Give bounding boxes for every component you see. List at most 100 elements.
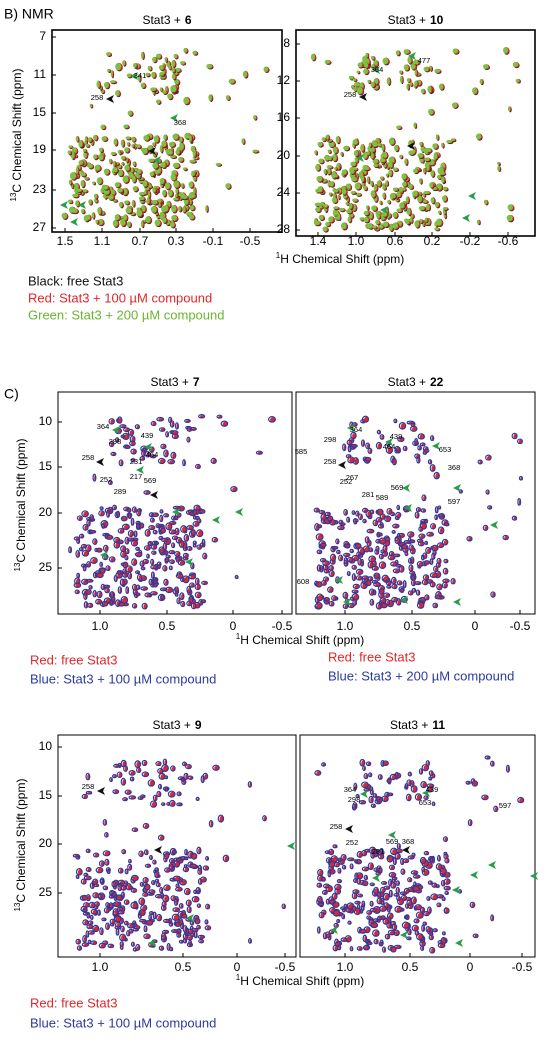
peak — [413, 169, 418, 173]
peak — [81, 180, 85, 187]
peak — [92, 182, 95, 185]
label-text: H Chemical Shift (ppm) — [280, 252, 404, 266]
y-tick-label: 15 — [33, 105, 47, 119]
peak — [106, 52, 111, 56]
peak — [121, 162, 123, 165]
peak — [353, 139, 358, 144]
peak — [162, 217, 166, 223]
y-tick-label: 20 — [39, 836, 53, 850]
y-tick-label: 25 — [39, 560, 53, 574]
residue-label: 252 — [340, 477, 353, 486]
peak — [152, 163, 158, 169]
peak — [400, 76, 402, 83]
peak — [333, 174, 337, 177]
peak — [145, 216, 150, 223]
x-tick-label: 0 — [234, 960, 241, 974]
residue-label: 589 — [376, 493, 389, 502]
panel-title: Stat3 +11 — [390, 718, 445, 732]
peak — [152, 200, 157, 204]
peak — [428, 109, 433, 115]
peak — [406, 84, 408, 90]
panel-title: Stat3 +10 — [388, 13, 444, 27]
peak — [407, 78, 410, 82]
peak — [434, 227, 439, 230]
peak — [476, 133, 481, 139]
peak — [453, 49, 458, 54]
peak — [349, 76, 354, 79]
peak — [404, 159, 407, 165]
residue-label: 477 — [418, 56, 431, 65]
peak — [392, 212, 397, 218]
peak — [123, 125, 128, 129]
residue-label: 569 — [391, 483, 404, 492]
peak — [438, 211, 440, 214]
x-tick-label: 1.4 — [310, 234, 327, 248]
peak — [333, 206, 338, 209]
peak — [160, 87, 162, 91]
residue-label: 217 — [130, 472, 143, 481]
peak — [353, 167, 358, 170]
peak — [148, 66, 151, 70]
peak — [124, 200, 129, 204]
title-text: Stat3 + — [142, 13, 180, 27]
peak — [311, 54, 315, 60]
peak — [132, 200, 135, 206]
peak — [125, 136, 130, 139]
residue-label: 368 — [448, 463, 461, 472]
peak — [148, 191, 150, 198]
x-tick-label: -0.6 — [498, 234, 519, 248]
x-tick-label: 0 — [467, 960, 474, 974]
peak — [192, 51, 196, 55]
peak — [111, 70, 113, 77]
peak — [109, 159, 111, 163]
peak — [379, 201, 381, 205]
peak — [117, 188, 122, 192]
peak — [380, 158, 385, 162]
peak — [333, 189, 338, 192]
peak — [177, 150, 179, 153]
peak — [172, 134, 178, 140]
peak — [173, 181, 179, 188]
peak — [88, 164, 93, 169]
peak — [434, 69, 440, 73]
peak — [322, 227, 327, 232]
peak — [78, 160, 83, 165]
y-tick-label: 19 — [33, 142, 47, 156]
y-tick-label: 10 — [39, 414, 53, 428]
peak — [371, 206, 376, 211]
peak — [132, 175, 136, 182]
peak — [325, 60, 330, 64]
peak — [141, 221, 143, 227]
peak — [371, 190, 376, 197]
peak — [319, 215, 324, 220]
peak — [441, 143, 443, 148]
y-tick-label: 11 — [34, 67, 47, 81]
compound-number: 22 — [430, 375, 444, 389]
peak — [182, 207, 185, 213]
peak — [367, 176, 369, 183]
peak — [381, 144, 384, 151]
title-text: Stat3 + — [390, 718, 428, 732]
peak — [141, 52, 144, 59]
peak — [142, 180, 147, 186]
peak — [94, 135, 97, 140]
peak — [76, 189, 82, 192]
peak — [382, 183, 385, 186]
panel-title: Stat3 +22 — [388, 375, 444, 389]
peak — [348, 217, 351, 223]
peak — [183, 167, 187, 170]
peak — [351, 85, 354, 89]
x-tick-label: 0 — [230, 619, 237, 633]
peak — [93, 154, 97, 159]
peak — [104, 169, 109, 175]
y-tick-label: 15 — [39, 788, 53, 802]
peak — [408, 184, 412, 189]
peak — [241, 138, 244, 143]
peak — [483, 64, 488, 69]
peak — [181, 143, 184, 149]
peak — [507, 215, 513, 221]
peak — [97, 207, 101, 214]
peak — [179, 137, 182, 142]
residue-label: 281 — [362, 490, 375, 499]
peak — [508, 106, 511, 111]
